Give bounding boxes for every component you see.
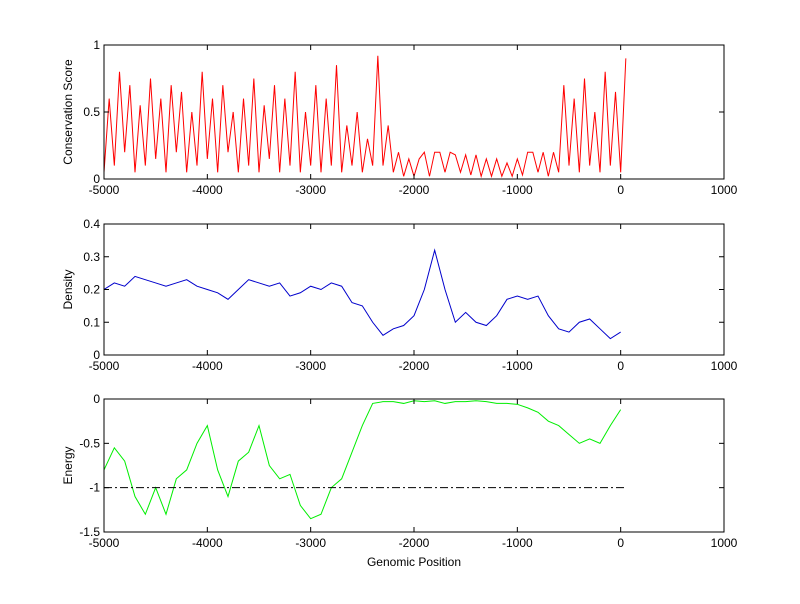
data-line (104, 248, 621, 340)
y-tick-label: 0 (93, 172, 100, 186)
y-tick-label: 0.5 (83, 105, 100, 119)
x-tick-label: -2000 (399, 536, 430, 550)
x-tick-label: -4000 (192, 183, 223, 197)
axes-background (104, 224, 724, 355)
x-tick-label: -3000 (295, 183, 326, 197)
data-line (104, 55, 627, 179)
y-tick-label: 0.3 (83, 250, 100, 264)
subplot: -5000 -4000 -3000 -2000 -1000 0 1000 0 0.1 0.2 0.3… (61, 217, 738, 373)
x-tick-label: 0 (617, 359, 624, 373)
x-tick-label: 0 (617, 183, 624, 197)
y-tick-label: -1 (89, 481, 100, 495)
y-axis-label: Conservation Score (61, 59, 75, 165)
y-axis-label: Energy (61, 446, 75, 484)
x-tick-label: -5000 (89, 359, 120, 373)
x-tick-label: -3000 (295, 359, 326, 373)
y-axis-label: Density (61, 269, 75, 309)
x-tick-label: -2000 (399, 359, 430, 373)
y-tick-label: 1 (93, 38, 100, 52)
x-tick-label: -2000 (399, 183, 430, 197)
x-tick-label: -1000 (502, 359, 533, 373)
axes-background (104, 399, 724, 532)
data-line (104, 400, 622, 520)
x-tick-label: -5000 (89, 536, 120, 550)
y-tick-label: -1.5 (79, 525, 100, 539)
x-tick-label: -5000 (89, 183, 120, 197)
y-tick-label: -0.5 (79, 436, 100, 450)
x-tick-label: 1000 (711, 359, 738, 373)
y-tick-label: 0.2 (83, 283, 100, 297)
x-tick-label: -4000 (192, 359, 223, 373)
x-tick-label: -1000 (502, 183, 533, 197)
x-tick-label: -4000 (192, 536, 223, 550)
plot-area (104, 400, 626, 520)
y-tick-label: 0 (93, 348, 100, 362)
x-tick-label: 1000 (711, 536, 738, 550)
plot-area (104, 248, 621, 340)
x-tick-label: 1000 (711, 183, 738, 197)
y-tick-label: 0.4 (83, 217, 100, 231)
plot-area (104, 55, 627, 179)
x-tick-label: 0 (617, 536, 624, 550)
y-tick-label: 0 (93, 392, 100, 406)
x-tick-label: -1000 (502, 536, 533, 550)
subplot: -5000 -4000 -3000 -2000 -1000 0 1000 0 0.5 1 Conse… (61, 38, 738, 197)
y-tick-label: 0.1 (83, 315, 100, 329)
x-axis-label: Genomic Position (367, 555, 461, 569)
subplot: -5000 -4000 -3000 -2000 -1000 0 1000 -1.5 -1 -0.5… (61, 392, 738, 569)
x-tick-label: -3000 (295, 536, 326, 550)
